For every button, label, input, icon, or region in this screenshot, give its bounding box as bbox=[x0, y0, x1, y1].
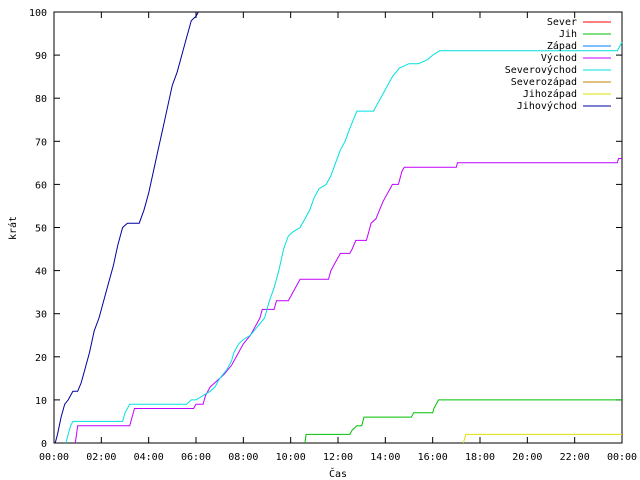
series-lines bbox=[54, 11, 623, 444]
legend-label: Jih bbox=[559, 29, 577, 40]
x-tick-label: 02:00 bbox=[86, 452, 116, 463]
series-line bbox=[74, 158, 622, 444]
legend-label: Sever bbox=[547, 17, 577, 28]
y-tick-label: 50 bbox=[35, 224, 47, 235]
y-tick-label: 90 bbox=[35, 51, 47, 62]
x-tick-label: 12:00 bbox=[323, 452, 353, 463]
series-line bbox=[304, 399, 622, 444]
y-tick-label: 10 bbox=[35, 396, 47, 407]
y-tick-label: 70 bbox=[35, 137, 47, 148]
x-tick-label: 14:00 bbox=[370, 452, 400, 463]
x-tick-label: 22:00 bbox=[560, 452, 590, 463]
y-tick-label: 100 bbox=[29, 8, 47, 19]
x-tick-label: 04:00 bbox=[134, 452, 164, 463]
legend-label: Západ bbox=[547, 40, 577, 52]
y-tick-label: 60 bbox=[35, 180, 47, 191]
series-line bbox=[462, 433, 622, 444]
y-axis-label: krát bbox=[7, 216, 19, 240]
series-line bbox=[65, 41, 623, 444]
y-tick-label: 80 bbox=[35, 94, 47, 105]
x-tick-label: 08:00 bbox=[228, 452, 258, 463]
legend: SeverJihZápadVýchodSeverovýchodSeverozáp… bbox=[505, 17, 611, 112]
legend-label: Jihovýchod bbox=[517, 100, 577, 112]
x-axis-label: Čas bbox=[329, 467, 347, 480]
legend-label: Jihozápad bbox=[523, 88, 577, 100]
y-tick-label: 0 bbox=[41, 439, 47, 450]
x-tick-label: 16:00 bbox=[418, 452, 448, 463]
legend-label: Severovýchod bbox=[505, 64, 577, 76]
y-tick-label: 30 bbox=[35, 310, 47, 321]
x-tick-label: 00:00 bbox=[39, 452, 69, 463]
x-tick-label: 06:00 bbox=[181, 452, 211, 463]
legend-label: Východ bbox=[541, 52, 577, 64]
x-tick-label: 00:00 bbox=[607, 452, 637, 463]
y-tick-label: 40 bbox=[35, 267, 47, 278]
x-tick-label: 20:00 bbox=[512, 452, 542, 463]
y-tick-label: 20 bbox=[35, 353, 47, 364]
x-axis-ticks: 00:00 02:00 04:00 06:00 08:00 10:00 12:00 14:00… bbox=[39, 12, 637, 463]
series-line bbox=[54, 11, 199, 444]
y-axis-ticks: 0 10 20 30 40 50 60 70 80 90 100 bbox=[29, 8, 622, 450]
x-tick-label: 10:00 bbox=[276, 452, 306, 463]
legend-label: Severozápad bbox=[511, 76, 577, 88]
x-tick-label: 18:00 bbox=[465, 452, 495, 463]
